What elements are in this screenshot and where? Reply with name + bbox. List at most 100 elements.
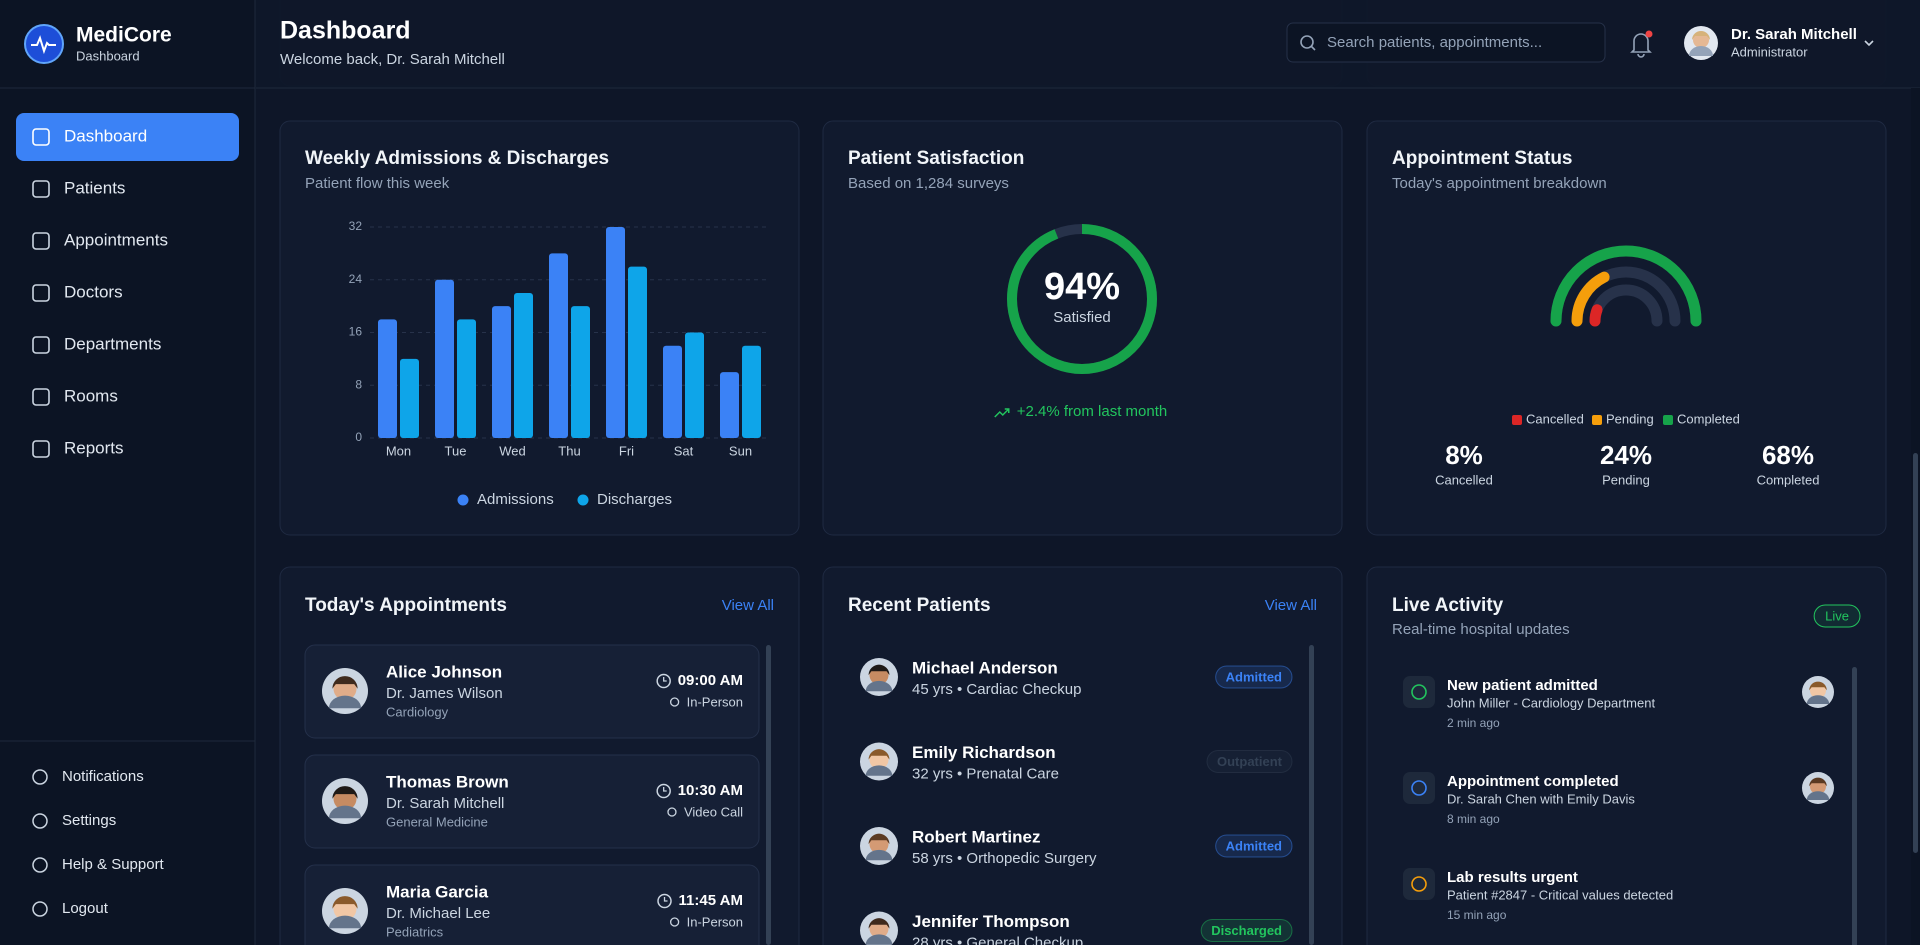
live-badge (1813, 604, 1861, 628)
scrollbar-thumb[interactable] (1913, 453, 1918, 853)
footer-nav-item[interactable]: Logout (62, 900, 109, 917)
page-subtitle: Welcome back, Dr. Sarah Mitchell (280, 51, 505, 68)
clock-hand (663, 677, 667, 682)
bar (720, 372, 739, 438)
bar (685, 332, 704, 438)
notification-dot (1645, 30, 1653, 38)
card (1366, 566, 1887, 945)
status-label: Discharged (1211, 923, 1282, 938)
card-subtitle: Today's appointment breakdown (1392, 175, 1607, 192)
type-icon (669, 917, 680, 927)
department: Pediatrics (386, 924, 444, 939)
bar (400, 358, 419, 438)
x-tick-label: Wed (499, 443, 526, 458)
footer-nav-icon (32, 857, 48, 873)
search-box[interactable] (1286, 22, 1606, 63)
patient-details: 32 yrs • Prenatal Care (912, 765, 1059, 782)
nav-item[interactable]: Rooms (64, 386, 118, 405)
activity-description: Dr. Sarah Chen with Emily Davis (1447, 791, 1635, 806)
footer-nav-item[interactable]: Help & Support (62, 856, 165, 873)
legend-swatch (1663, 415, 1673, 425)
avatar-hair (1809, 777, 1827, 787)
y-tick-label: 8 (355, 377, 362, 391)
logo (24, 24, 64, 64)
y-tick-label: 24 (349, 272, 363, 286)
status-label: Admitted (1226, 838, 1282, 853)
trend-note: +2.4% from last month (1017, 403, 1167, 420)
patient-details: 28 yrs • General Checkup (912, 934, 1083, 945)
nav-icon (32, 336, 50, 354)
avatar-hair (1809, 681, 1827, 691)
radial-arc (1571, 271, 1610, 327)
stat-label: Cancelled (1435, 472, 1493, 487)
page-title: Dashboard (280, 17, 411, 45)
view-all[interactable]: View All (722, 597, 774, 614)
patient-details: 45 yrs • Cardiac Checkup (912, 681, 1082, 698)
search-placeholder[interactable]: Search patients, appointments... (1327, 34, 1542, 51)
user-avatar-hair (1692, 31, 1710, 40)
footer-nav-item[interactable]: Settings (62, 812, 116, 829)
appointment-type: In-Person (687, 694, 743, 709)
nav-item[interactable]: Departments (64, 334, 161, 353)
header (256, 0, 1920, 88)
nav-item[interactable]: Appointments (64, 230, 168, 249)
appointment-time: 10:30 AM (678, 782, 743, 799)
card-subtitle: Based on 1,284 surveys (848, 175, 1009, 192)
bell[interactable] (1630, 33, 1652, 58)
activity-title: Lab results urgent (1447, 869, 1578, 886)
activity-icon (1411, 684, 1427, 700)
user-avatar-body (1689, 46, 1713, 56)
nav-item[interactable]: Reports (64, 438, 124, 457)
brand-sub: Dashboard (76, 48, 140, 63)
status-badge (1206, 750, 1293, 773)
status-badge (1200, 919, 1293, 942)
bar (628, 266, 647, 438)
chevron[interactable] (1864, 40, 1874, 47)
bar (663, 345, 682, 438)
nav-active[interactable] (16, 113, 239, 161)
avatar-hair (332, 676, 358, 689)
card-subtitle: Real-time hospital updates (1392, 621, 1570, 638)
bar (457, 319, 476, 438)
card-title: Live Activity (1392, 595, 1504, 616)
nav-icon (32, 388, 50, 406)
activity-title: Appointment completed (1447, 773, 1619, 790)
activity-time: 2 min ago (1447, 716, 1500, 730)
view-all[interactable]: View All (1265, 597, 1317, 614)
appointment-item[interactable] (304, 864, 760, 945)
doctor-name: Dr. James Wilson (386, 685, 503, 702)
patient-name: Emily Richardson (912, 743, 1056, 762)
department: General Medicine (386, 814, 488, 829)
patient-name: Alice Johnson (386, 662, 502, 681)
nav-item[interactable]: Doctors (64, 282, 123, 301)
activity-description: John Miller - Cardiology Department (1447, 695, 1655, 710)
live-label: Live (1825, 608, 1849, 623)
y-tick-label: 16 (349, 325, 363, 339)
nav-icon (32, 284, 50, 302)
donut-value: 94% (1044, 266, 1120, 308)
footer-nav-icon (32, 813, 48, 829)
nav-item[interactable]: Dashboard (64, 126, 147, 145)
patient-details: 58 yrs • Orthopedic Surgery (912, 850, 1097, 867)
footer-nav-item[interactable]: Notifications (62, 768, 144, 785)
nav-item[interactable]: Patients (64, 178, 125, 197)
legend-label: Discharges (597, 491, 672, 508)
avatar-hair (868, 833, 890, 845)
clock-hand (663, 897, 668, 902)
status-label: Admitted (1226, 669, 1282, 684)
patient-name: Jennifer Thompson (912, 912, 1070, 931)
appointment-item[interactable] (304, 644, 760, 739)
patient-name: Maria Garcia (386, 882, 489, 901)
bar (378, 319, 397, 438)
stat-label: Pending (1602, 472, 1650, 487)
nav-icon (32, 180, 50, 198)
bar (514, 292, 533, 438)
stat-value: 24% (1600, 440, 1652, 470)
status-badge (1215, 834, 1293, 858)
type-icon (669, 697, 680, 707)
radial-arc (1550, 245, 1702, 327)
card-title: Recent Patients (848, 595, 991, 616)
appointment-item[interactable] (304, 754, 760, 849)
